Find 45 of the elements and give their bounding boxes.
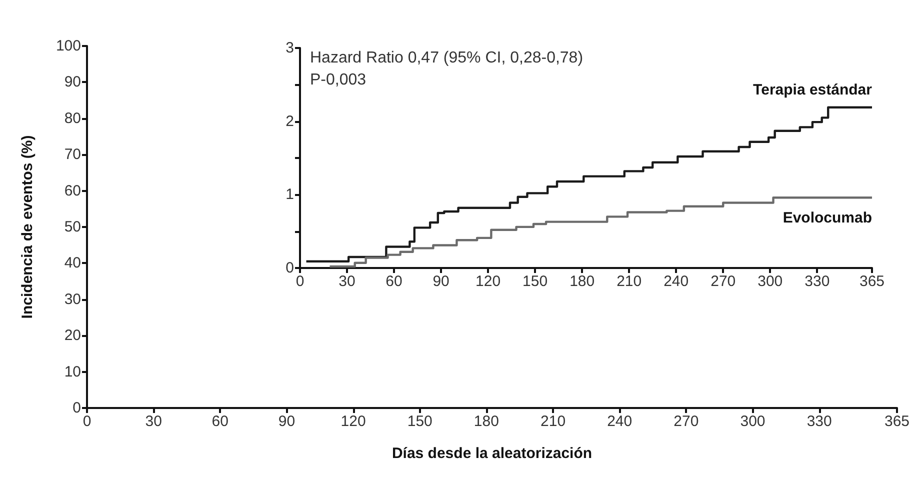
y-tick-label: 3: [286, 40, 294, 56]
x-tick-label: 240: [607, 413, 632, 430]
y-tick-label: 10: [64, 363, 81, 380]
x-tick-label: 150: [522, 273, 548, 290]
x-tick-label: 90: [432, 273, 450, 290]
x-tick-label: 180: [474, 413, 499, 430]
x-tick-label: 300: [758, 273, 783, 290]
x-tick-label: 30: [338, 273, 356, 290]
y-tick-label: 60: [64, 182, 81, 200]
x-tick-label: 60: [386, 273, 402, 290]
x-tick-label: 120: [340, 413, 366, 430]
y-tick-label: 70: [64, 146, 81, 164]
y-tick-label: 20: [64, 327, 81, 344]
y-tick-label: 1: [286, 186, 294, 204]
y-tick-label: 50: [64, 218, 81, 236]
x-tick-label: 60: [212, 413, 228, 430]
annotation: Hazard Ratio 0,47 (95% CI, 0,28-0,78): [310, 50, 584, 66]
x-tick-label: 330: [804, 273, 830, 290]
y-tick-label: 40: [64, 254, 81, 272]
annotation: P-0,003: [310, 72, 366, 88]
x-tick-label: 365: [884, 413, 910, 430]
series-label: Evolocumab: [782, 210, 872, 227]
y-tick-label: 100: [56, 38, 81, 54]
x-tick-label: 0: [82, 413, 92, 430]
x-tick-label: 365: [859, 273, 885, 290]
x-tick-label: 210: [616, 273, 642, 290]
x-tick-label: 240: [664, 273, 689, 290]
y-tick-label: 80: [64, 110, 81, 127]
x-tick-label: 150: [407, 413, 432, 430]
y-axis-title: Incidencia de eventos (%): [19, 135, 36, 319]
x-tick-label: 330: [806, 413, 832, 430]
x-tick-label: 270: [674, 413, 699, 430]
x-tick-label: 180: [570, 273, 595, 290]
y-tick-label: 0: [72, 400, 81, 416]
x-tick-label: 270: [710, 273, 736, 290]
x-tick-label: 210: [540, 413, 566, 430]
x-tick-label: 300: [740, 413, 766, 430]
y-tick-label: 90: [64, 74, 81, 91]
series-label: Terapia estándar: [753, 81, 872, 98]
y-tick-label: 30: [64, 290, 81, 308]
y-tick-label: 0: [286, 260, 294, 276]
x-axis-title: Días desde la aleatorización: [392, 445, 592, 462]
x-tick-label: 30: [145, 413, 162, 430]
x-tick-label: 120: [476, 273, 501, 290]
y-tick-label: 2: [286, 112, 294, 130]
